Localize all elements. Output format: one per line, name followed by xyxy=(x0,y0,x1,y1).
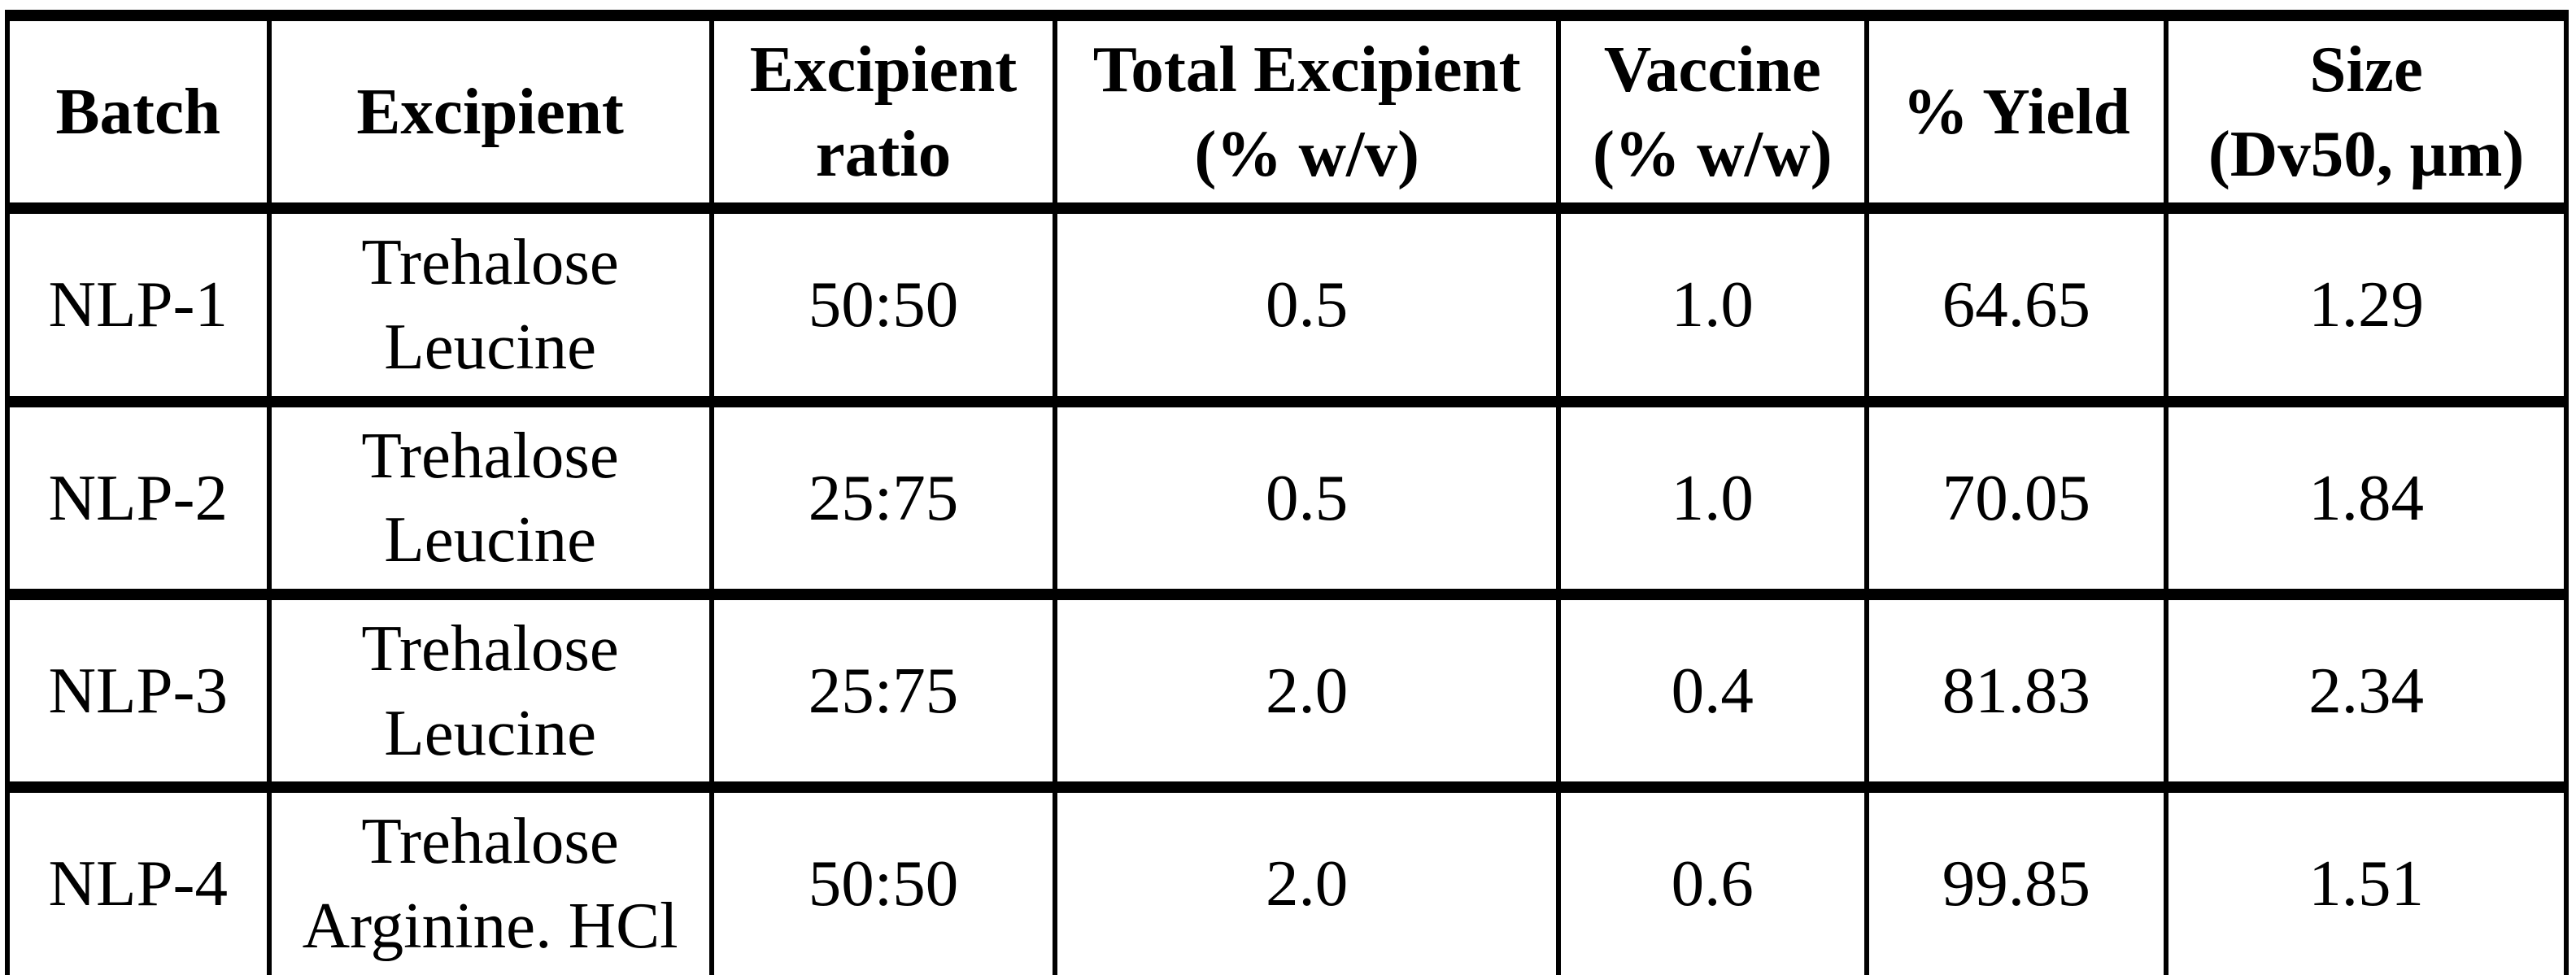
table-cell: Trehalose Leucine xyxy=(266,589,714,794)
table-cell: 2.0 xyxy=(1053,589,1562,794)
column-header: % Yield xyxy=(1863,9,2169,215)
column-header: Size (Dv50, µm) xyxy=(2164,9,2569,215)
table-cell: NLP-1 xyxy=(5,202,272,407)
table-cell: 1.29 xyxy=(2164,202,2569,407)
table-cell: 1.51 xyxy=(2164,781,2569,975)
table-cell: 0.6 xyxy=(1556,781,1869,975)
table-cell: 81.83 xyxy=(1863,589,2169,794)
table-cell: 99.85 xyxy=(1863,781,2169,975)
formulation-batch-table: Batch Excipient Excipient ratio Total Excip… xyxy=(5,9,2569,975)
table-cell: 1.84 xyxy=(2164,395,2569,601)
table-cell: Trehalose Arginine. HCl xyxy=(266,781,714,975)
table-row: NLP-1 Trehalose Leucine 50:50 0.5 1.0 64.65 1.… xyxy=(5,202,2569,407)
table-cell: NLP-3 xyxy=(5,589,272,794)
table-row: NLP-3 Trehalose Leucine 25:75 2.0 0.4 81.83 2.… xyxy=(5,589,2569,794)
table-cell: 70.05 xyxy=(1863,395,2169,601)
column-header: Excipient xyxy=(266,9,714,215)
column-header: Excipient ratio xyxy=(708,9,1058,215)
header-row: Batch Excipient Excipient ratio Total Excip… xyxy=(5,9,2569,215)
table-cell: 1.0 xyxy=(1556,395,1869,601)
table-cell: 0.5 xyxy=(1053,202,1562,407)
table-cell: 0.4 xyxy=(1556,589,1869,794)
table-cell: 2.34 xyxy=(2164,589,2569,794)
table-cell: NLP-2 xyxy=(5,395,272,601)
table-cell: 25:75 xyxy=(708,395,1058,601)
table-cell: 0.5 xyxy=(1053,395,1562,601)
column-header: Total Excipient (% w/v) xyxy=(1053,9,1562,215)
table-cell: Trehalose Leucine xyxy=(266,202,714,407)
table-cell: 2.0 xyxy=(1053,781,1562,975)
table-cell: 64.65 xyxy=(1863,202,2169,407)
table-cell: Trehalose Leucine xyxy=(266,395,714,601)
table-cell: 50:50 xyxy=(708,781,1058,975)
table-cell: 1.0 xyxy=(1556,202,1869,407)
table-row: NLP-2 Trehalose Leucine 25:75 0.5 1.0 70.05 1.… xyxy=(5,395,2569,601)
table-row: NLP-4 Trehalose Arginine. HCl 50:50 2.0 0.6 9… xyxy=(5,781,2569,975)
table-cell: 25:75 xyxy=(708,589,1058,794)
column-header: Vaccine (% w/w) xyxy=(1556,9,1869,215)
table-cell: NLP-4 xyxy=(5,781,272,975)
table-cell: 50:50 xyxy=(708,202,1058,407)
column-header: Batch xyxy=(5,9,272,215)
